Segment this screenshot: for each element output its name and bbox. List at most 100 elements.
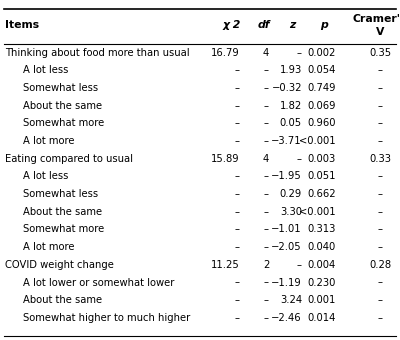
Text: A lot less: A lot less — [23, 171, 68, 182]
Text: 0.662: 0.662 — [307, 189, 336, 199]
Text: –: – — [378, 65, 382, 75]
Text: −1.19: −1.19 — [271, 277, 302, 288]
Text: Cramer's
V: Cramer's V — [353, 14, 400, 37]
Text: –: – — [235, 313, 240, 323]
Text: Somewhat higher to much higher: Somewhat higher to much higher — [23, 313, 190, 323]
Text: –: – — [235, 207, 240, 217]
Text: –: – — [297, 154, 302, 164]
Text: –: – — [264, 65, 268, 75]
Text: –: – — [378, 224, 382, 235]
Text: 0.014: 0.014 — [308, 313, 336, 323]
Text: –: – — [235, 171, 240, 182]
Text: –: – — [264, 136, 268, 146]
Text: –: – — [378, 313, 382, 323]
Text: –: – — [235, 224, 240, 235]
Text: –: – — [264, 207, 268, 217]
Text: Somewhat more: Somewhat more — [23, 118, 104, 129]
Text: –: – — [264, 189, 268, 199]
Text: –: – — [264, 171, 268, 182]
Text: A lot less: A lot less — [23, 65, 68, 75]
Text: 0.069: 0.069 — [308, 101, 336, 111]
Text: χ 2: χ 2 — [223, 20, 241, 31]
Text: 11.25: 11.25 — [211, 260, 240, 270]
Text: −1.95: −1.95 — [271, 171, 302, 182]
Text: −1.01: −1.01 — [271, 224, 302, 235]
Text: –: – — [378, 277, 382, 288]
Text: About the same: About the same — [23, 101, 102, 111]
Text: Items: Items — [5, 20, 39, 31]
Text: 3.30: 3.30 — [280, 207, 302, 217]
Text: Somewhat less: Somewhat less — [23, 189, 98, 199]
Text: –: – — [264, 83, 268, 93]
Text: –: – — [264, 295, 268, 305]
Text: 16.79: 16.79 — [211, 48, 240, 58]
Text: <0.001: <0.001 — [299, 136, 336, 146]
Text: –: – — [235, 136, 240, 146]
Text: –: – — [378, 83, 382, 93]
Text: Somewhat less: Somewhat less — [23, 83, 98, 93]
Text: About the same: About the same — [23, 207, 102, 217]
Text: 0.230: 0.230 — [308, 277, 336, 288]
Text: −3.71: −3.71 — [271, 136, 302, 146]
Text: –: – — [264, 313, 268, 323]
Text: z: z — [289, 20, 295, 31]
Text: A lot more: A lot more — [23, 242, 74, 252]
Text: 0.040: 0.040 — [308, 242, 336, 252]
Text: A lot lower or somewhat lower: A lot lower or somewhat lower — [23, 277, 174, 288]
Text: −2.05: −2.05 — [271, 242, 302, 252]
Text: –: – — [378, 101, 382, 111]
Text: –: – — [235, 295, 240, 305]
Text: –: – — [235, 242, 240, 252]
Text: –: – — [264, 224, 268, 235]
Text: About the same: About the same — [23, 295, 102, 305]
Text: –: – — [297, 260, 302, 270]
Text: –: – — [235, 101, 240, 111]
Text: 4: 4 — [263, 48, 269, 58]
Text: 0.35: 0.35 — [369, 48, 391, 58]
Text: –: – — [264, 101, 268, 111]
Text: 2: 2 — [263, 260, 269, 270]
Text: 1.93: 1.93 — [280, 65, 302, 75]
Text: A lot more: A lot more — [23, 136, 74, 146]
Text: –: – — [235, 118, 240, 129]
Text: –: – — [264, 277, 268, 288]
Text: Thinking about food more than usual: Thinking about food more than usual — [5, 48, 190, 58]
Text: 0.054: 0.054 — [308, 65, 336, 75]
Text: 15.89: 15.89 — [211, 154, 240, 164]
Text: 4: 4 — [263, 154, 269, 164]
Text: 0.28: 0.28 — [369, 260, 391, 270]
Text: 0.051: 0.051 — [308, 171, 336, 182]
Text: –: – — [264, 118, 268, 129]
Text: –: – — [378, 189, 382, 199]
Text: –: – — [297, 48, 302, 58]
Text: 0.004: 0.004 — [308, 260, 336, 270]
Text: 0.749: 0.749 — [308, 83, 336, 93]
Text: 0.002: 0.002 — [308, 48, 336, 58]
Text: df: df — [258, 20, 270, 31]
Text: –: – — [378, 207, 382, 217]
Text: –: – — [378, 118, 382, 129]
Text: 0.960: 0.960 — [308, 118, 336, 129]
Text: –: – — [235, 277, 240, 288]
Text: 0.05: 0.05 — [280, 118, 302, 129]
Text: −0.32: −0.32 — [272, 83, 302, 93]
Text: –: – — [378, 295, 382, 305]
Text: Eating compared to usual: Eating compared to usual — [5, 154, 133, 164]
Text: –: – — [235, 189, 240, 199]
Text: 0.003: 0.003 — [308, 154, 336, 164]
Text: COVID weight change: COVID weight change — [5, 260, 114, 270]
Text: –: – — [264, 242, 268, 252]
Text: −2.46: −2.46 — [271, 313, 302, 323]
Text: 3.24: 3.24 — [280, 295, 302, 305]
Text: 1.82: 1.82 — [280, 101, 302, 111]
Text: <0.001: <0.001 — [299, 207, 336, 217]
Text: 0.29: 0.29 — [280, 189, 302, 199]
Text: p: p — [320, 20, 328, 31]
Text: –: – — [235, 65, 240, 75]
Text: –: – — [378, 171, 382, 182]
Text: 0.33: 0.33 — [369, 154, 391, 164]
Text: –: – — [378, 136, 382, 146]
Text: 0.001: 0.001 — [308, 295, 336, 305]
Text: 0.313: 0.313 — [308, 224, 336, 235]
Text: –: – — [235, 83, 240, 93]
